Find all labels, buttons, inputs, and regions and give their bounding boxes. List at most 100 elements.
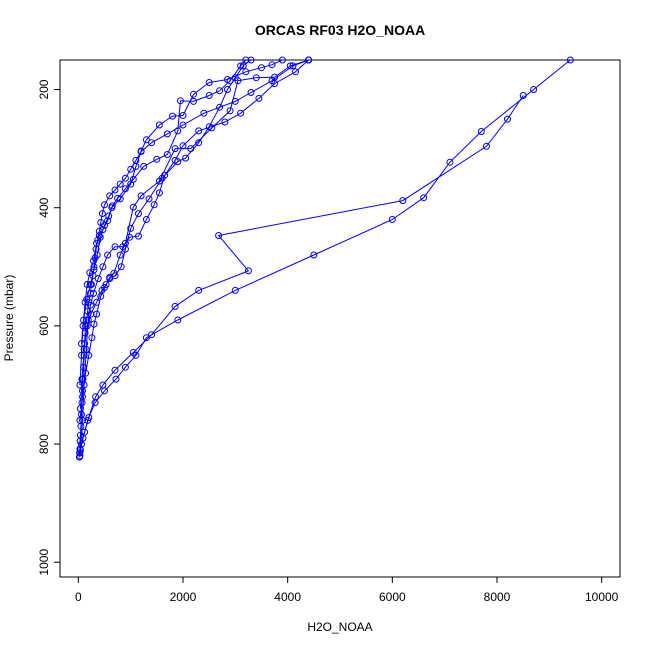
- data-point: [142, 136, 150, 144]
- data-point: [90, 320, 98, 328]
- data-point: [111, 243, 119, 251]
- data-point: [182, 154, 190, 162]
- data-point: [278, 56, 286, 64]
- data-point: [135, 232, 142, 240]
- data-point: [86, 301, 94, 309]
- data-point: [174, 127, 182, 135]
- data-point: [420, 194, 428, 202]
- data-point: [140, 162, 148, 170]
- data-point: [99, 381, 107, 389]
- data-point: [92, 393, 100, 401]
- data-point: [108, 202, 116, 210]
- data-point: [127, 224, 135, 232]
- data-point: [93, 251, 101, 259]
- data-point: [111, 272, 119, 280]
- data-point: [174, 158, 182, 166]
- data-point: [174, 316, 182, 324]
- data-point: [90, 289, 97, 297]
- data-point: [271, 73, 279, 81]
- series-4: [76, 56, 313, 454]
- series-3: [76, 92, 527, 457]
- series-line: [79, 95, 524, 454]
- data-point: [101, 201, 108, 209]
- data-point: [171, 302, 179, 310]
- data-point: [247, 56, 255, 64]
- data-point: [163, 151, 171, 158]
- data-point: [86, 281, 94, 288]
- data-point: [121, 363, 129, 371]
- data-point: [148, 331, 156, 339]
- data-point: [93, 310, 101, 318]
- data-point: [145, 195, 153, 203]
- data-point: [221, 118, 229, 126]
- data-point: [388, 216, 396, 223]
- data-point: [205, 123, 213, 131]
- data-point: [195, 286, 203, 294]
- series-layer: [75, 56, 574, 461]
- x-tick-label: 10000: [585, 590, 619, 604]
- data-point: [85, 351, 93, 359]
- series-8: [78, 56, 250, 348]
- x-tick-label: 0: [75, 590, 82, 604]
- data-point: [179, 112, 187, 119]
- data-point: [504, 115, 511, 123]
- data-point: [446, 158, 454, 166]
- data-point: [76, 449, 84, 457]
- data-point: [82, 369, 90, 377]
- data-point: [226, 77, 234, 85]
- data-point: [258, 64, 265, 72]
- x-tick-label: 8000: [484, 590, 511, 604]
- data-point: [116, 180, 124, 188]
- series-7: [76, 56, 286, 389]
- data-point: [286, 62, 294, 70]
- data-point: [116, 251, 124, 259]
- data-point: [155, 189, 163, 197]
- data-point: [215, 232, 223, 239]
- data-point: [104, 251, 112, 259]
- data-point: [76, 416, 84, 424]
- series-line: [81, 59, 247, 344]
- data-point: [111, 366, 119, 374]
- y-tick-label: 200: [37, 79, 51, 99]
- data-point: [76, 446, 84, 454]
- data-point: [132, 162, 140, 170]
- data-point: [84, 416, 92, 424]
- data-point: [88, 334, 96, 342]
- data-point: [150, 201, 158, 209]
- data-point: [195, 127, 203, 135]
- data-point: [244, 267, 252, 275]
- data-point: [224, 86, 231, 93]
- data-point: [94, 275, 102, 283]
- data-point: [268, 61, 276, 69]
- data-point: [83, 322, 91, 330]
- data-point: [97, 292, 105, 300]
- data-point: [148, 139, 156, 147]
- data-point: [176, 97, 184, 105]
- data-point: [137, 192, 145, 200]
- data-point: [106, 192, 114, 200]
- data-point: [483, 142, 490, 150]
- series-1: [75, 56, 313, 461]
- data-point: [129, 349, 137, 356]
- data-point: [99, 226, 107, 234]
- y-axis: 200 400 600 800 1000: [37, 79, 60, 576]
- y-tick-label: 1000: [37, 549, 51, 576]
- data-point: [195, 139, 203, 147]
- data-point: [190, 97, 197, 105]
- data-point: [78, 340, 85, 348]
- data-point: [142, 216, 150, 223]
- data-point: [158, 174, 166, 182]
- data-point: [247, 89, 255, 96]
- data-point: [242, 68, 250, 76]
- data-point: [216, 87, 224, 95]
- data-point: [82, 346, 90, 353]
- series-line: [78, 59, 309, 458]
- y-tick-label: 800: [37, 434, 51, 454]
- series-5: [76, 56, 313, 413]
- data-point: [99, 263, 107, 271]
- data-point: [530, 86, 538, 93]
- data-point: [80, 346, 88, 353]
- data-point: [252, 74, 260, 82]
- y-tick-label: 600: [37, 316, 51, 336]
